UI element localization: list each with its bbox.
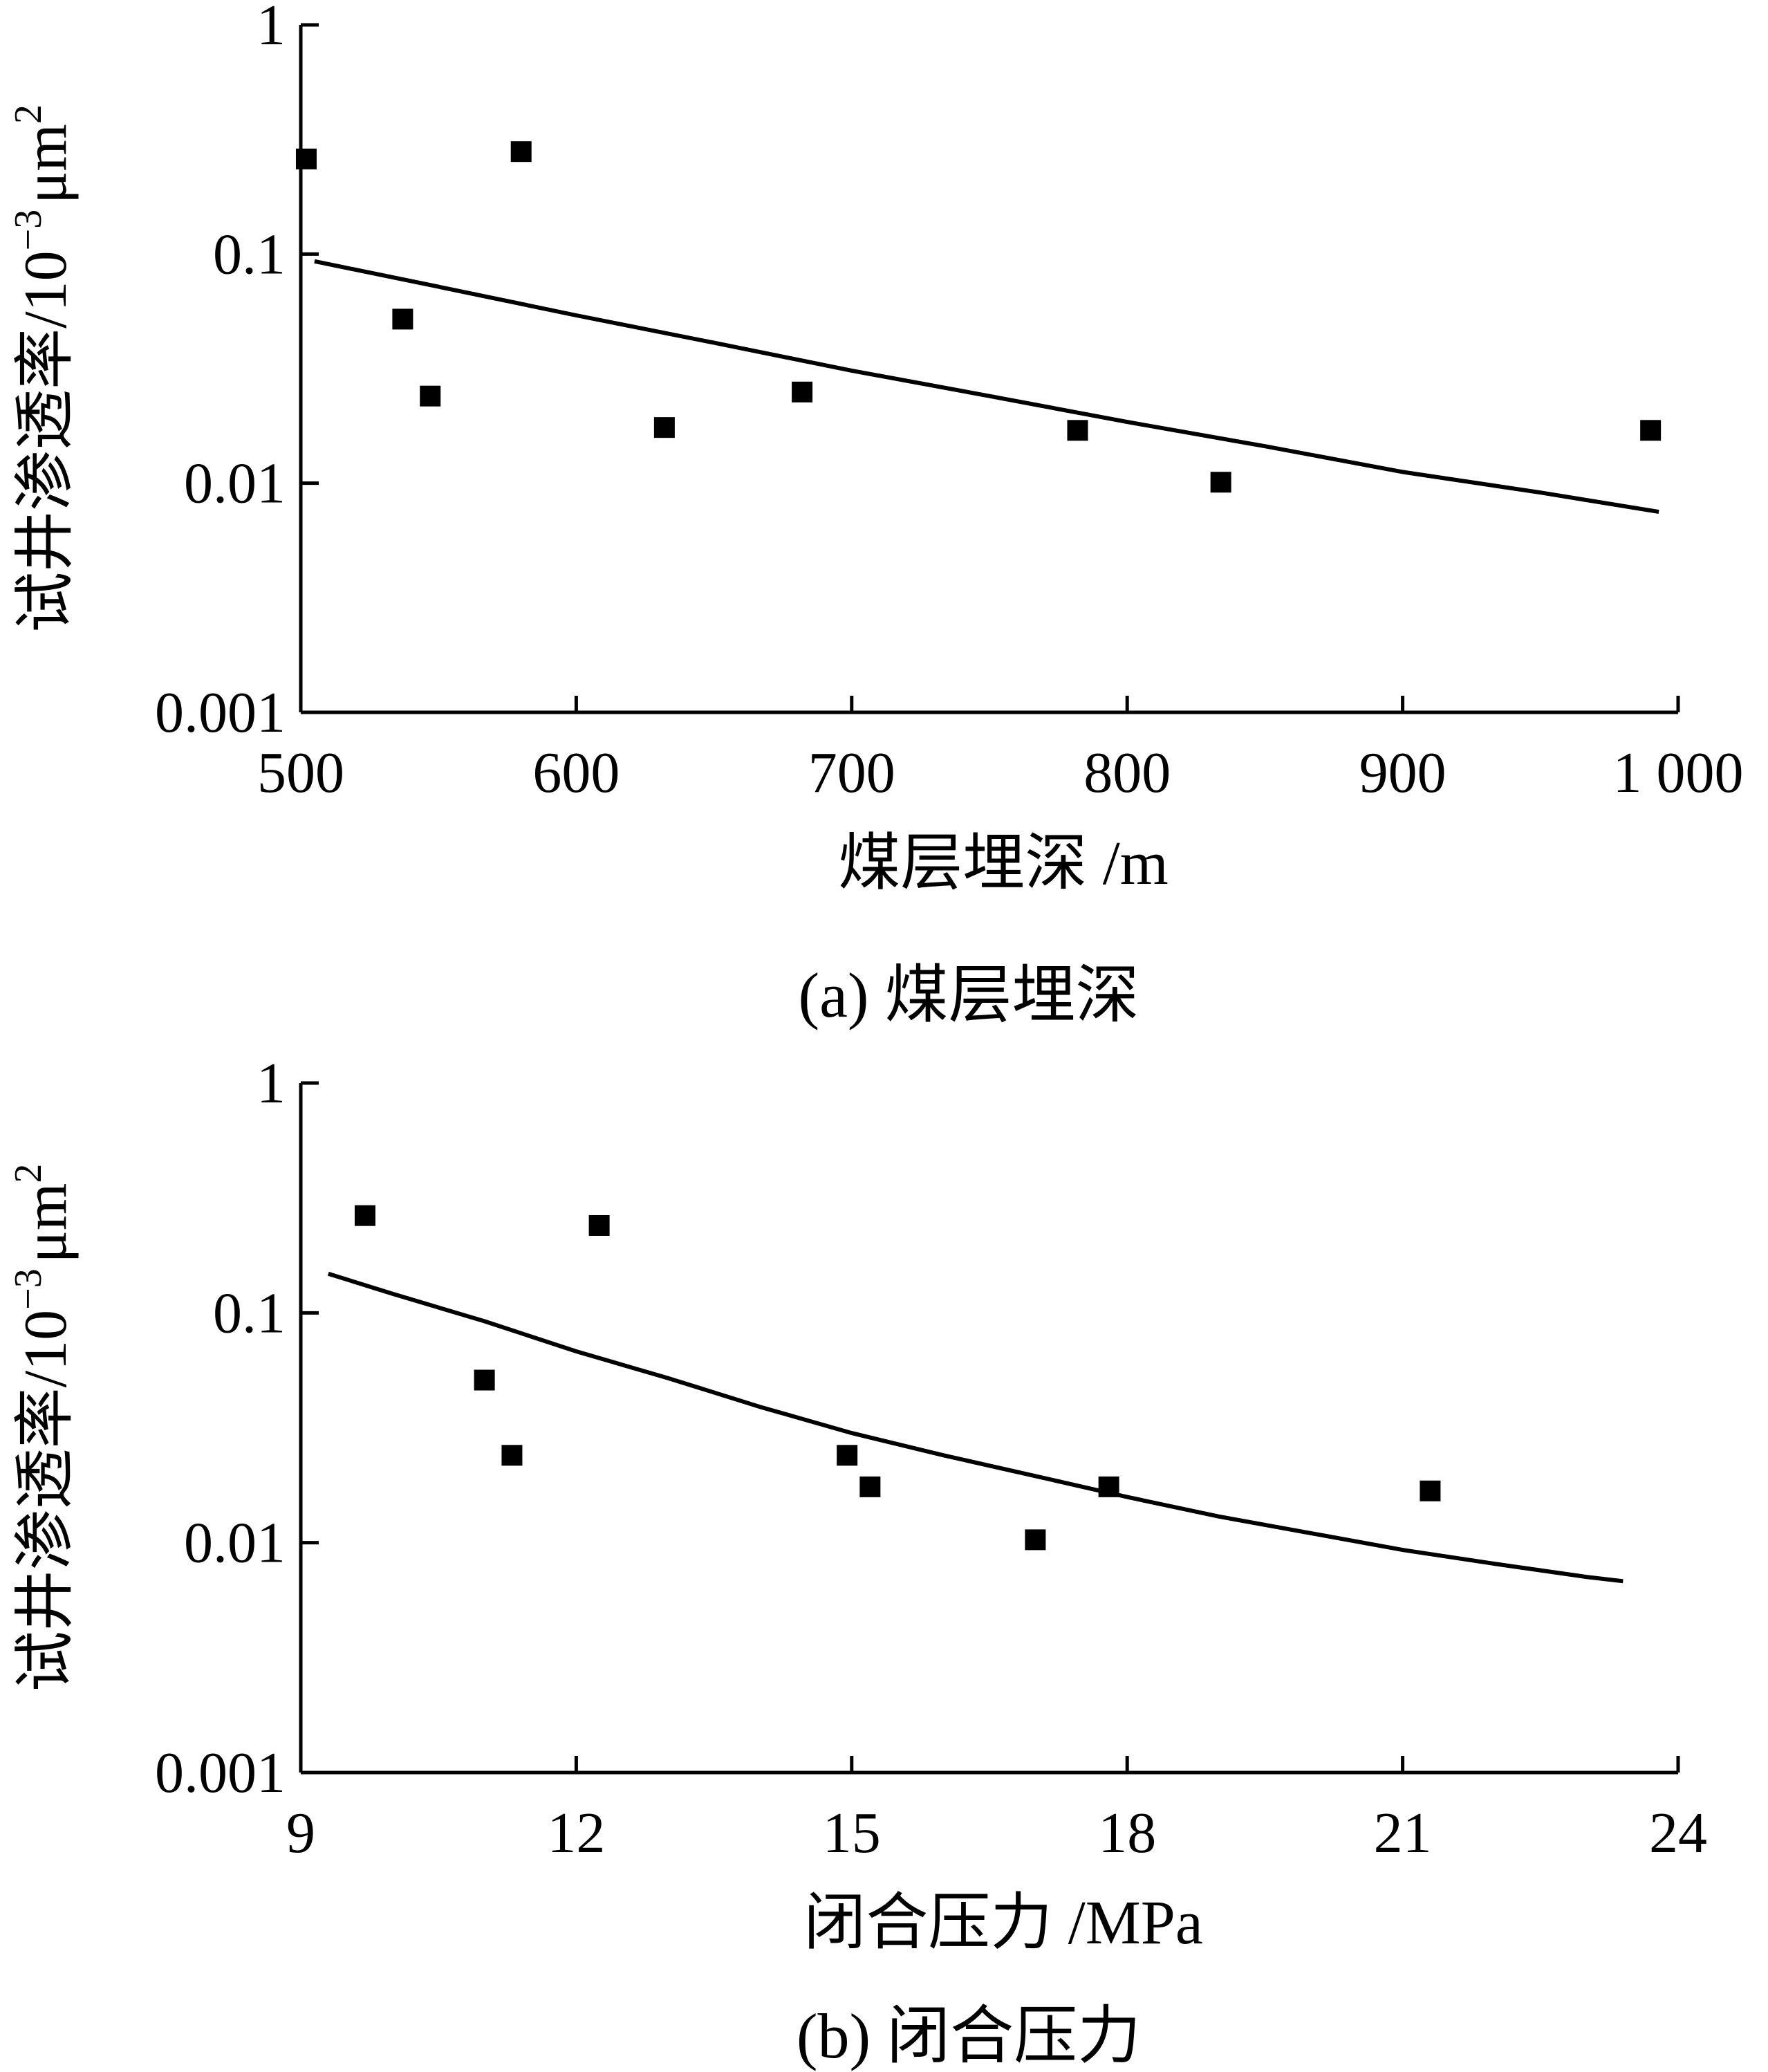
x-tick-label: 1 000 bbox=[1613, 741, 1744, 805]
y-axis-title-unit-exp: 2 bbox=[7, 1164, 50, 1183]
panel-caption: (a) 煤层埋深 bbox=[798, 960, 1139, 1030]
x-tick-label: 18 bbox=[1098, 1801, 1156, 1865]
panel-caption: (b) 闭合压力 bbox=[797, 2001, 1141, 2071]
fit-curve bbox=[327, 1271, 1623, 1584]
y-axis-title-unit: μm bbox=[12, 124, 80, 204]
x-axis-title: 闭合压力 /MPa bbox=[803, 1889, 1203, 1957]
y-axis-title-unit: μm bbox=[12, 1183, 80, 1264]
chart-panel-2: 9 12 15 18 21 24 0.001 0.01 0.1 1 闭合压力 /MPa 试井渗透率/1… bbox=[7, 1051, 1707, 2071]
fit-curve bbox=[314, 259, 1659, 515]
data-point bbox=[1210, 472, 1231, 493]
data-point bbox=[474, 1369, 495, 1391]
y-axis-title-exp: −3 bbox=[7, 1268, 50, 1310]
data-point bbox=[354, 1205, 375, 1226]
data-point bbox=[392, 308, 413, 330]
x-tick-label: 700 bbox=[808, 741, 895, 805]
y-axis-title-unit-exp: 2 bbox=[7, 104, 50, 124]
y-axis-title-exp: −3 bbox=[7, 210, 50, 251]
y-axis-title: 试井渗透率/10−3μm2 bbox=[7, 1164, 80, 1692]
x-tick-label: 900 bbox=[1359, 741, 1446, 805]
y-tick-label: 1 bbox=[257, 0, 286, 57]
data-point bbox=[501, 1445, 523, 1466]
chart-panel-1: 500 600 700 800 900 1 000 0.001 0.01 0.1 1 煤层埋深 /m… bbox=[7, 0, 1744, 1030]
data-point bbox=[1025, 1529, 1046, 1551]
x-tick-label: 9 bbox=[286, 1801, 315, 1865]
data-point bbox=[792, 381, 813, 403]
x-tick-label: 12 bbox=[547, 1801, 605, 1865]
y-tick-label: 1 bbox=[257, 1051, 286, 1116]
data-point bbox=[588, 1214, 610, 1236]
x-tick-label: 21 bbox=[1374, 1801, 1432, 1865]
data-point bbox=[510, 141, 532, 163]
y-tick-label: 0.001 bbox=[155, 1741, 286, 1805]
x-axis-title: 煤层埋深 /m bbox=[838, 829, 1169, 898]
data-point bbox=[653, 417, 675, 438]
x-tick-label: 24 bbox=[1649, 1801, 1707, 1865]
x-tick-label: 15 bbox=[823, 1801, 881, 1865]
data-point bbox=[1420, 1480, 1441, 1501]
y-axis-title: 试井渗透率/10−3 μm2 bbox=[7, 104, 80, 633]
data-point bbox=[420, 385, 441, 407]
x-tick-label: 500 bbox=[257, 741, 344, 805]
data-point bbox=[1640, 420, 1662, 441]
x-tick-label: 800 bbox=[1083, 741, 1171, 805]
data-point bbox=[1067, 420, 1088, 441]
y-tick-label: 0.01 bbox=[184, 1511, 286, 1575]
y-axis-title-main: 试井渗透率/10 bbox=[12, 250, 80, 632]
data-point bbox=[295, 148, 317, 169]
y-tick-label: 0.01 bbox=[184, 452, 286, 516]
y-tick-label: 0.1 bbox=[213, 1281, 286, 1345]
data-point bbox=[837, 1445, 858, 1466]
y-tick-label: 0.1 bbox=[213, 222, 286, 286]
x-tick-label: 600 bbox=[532, 741, 620, 805]
y-axis-title-main: 试井渗透率/10 bbox=[12, 1310, 80, 1692]
data-point bbox=[859, 1476, 881, 1497]
y-tick-label: 0.001 bbox=[155, 681, 286, 745]
